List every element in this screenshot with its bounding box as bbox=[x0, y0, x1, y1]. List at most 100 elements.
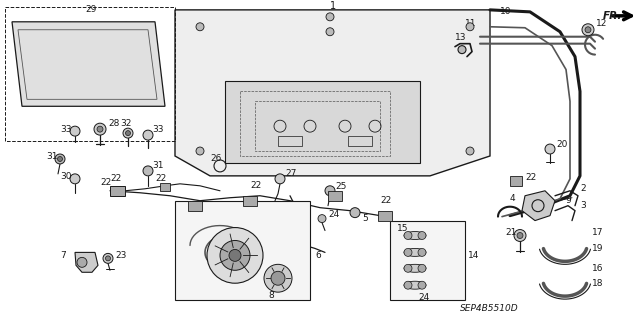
Text: 11: 11 bbox=[465, 19, 477, 28]
Circle shape bbox=[196, 23, 204, 31]
Circle shape bbox=[418, 232, 426, 240]
Circle shape bbox=[229, 249, 241, 261]
Text: 26: 26 bbox=[210, 154, 221, 163]
Text: 30: 30 bbox=[60, 172, 72, 182]
Text: 1: 1 bbox=[330, 1, 336, 11]
Circle shape bbox=[94, 123, 106, 135]
Circle shape bbox=[207, 227, 263, 283]
Polygon shape bbox=[390, 221, 465, 300]
Circle shape bbox=[97, 126, 103, 132]
Text: 27: 27 bbox=[285, 169, 296, 178]
Text: 24: 24 bbox=[418, 293, 429, 302]
Circle shape bbox=[458, 46, 466, 54]
Polygon shape bbox=[378, 211, 392, 221]
Circle shape bbox=[545, 144, 555, 154]
Text: 10: 10 bbox=[500, 7, 511, 16]
Circle shape bbox=[275, 174, 285, 184]
Text: 33: 33 bbox=[152, 125, 163, 134]
Text: 22: 22 bbox=[525, 173, 536, 182]
Polygon shape bbox=[510, 176, 522, 186]
Circle shape bbox=[404, 264, 412, 272]
Circle shape bbox=[77, 257, 87, 267]
Circle shape bbox=[514, 230, 526, 241]
Text: 5: 5 bbox=[362, 214, 368, 223]
Polygon shape bbox=[75, 252, 98, 272]
Circle shape bbox=[466, 147, 474, 155]
Text: 15: 15 bbox=[397, 224, 408, 233]
Circle shape bbox=[125, 131, 131, 136]
Circle shape bbox=[143, 130, 153, 140]
Text: 16: 16 bbox=[592, 264, 604, 273]
Circle shape bbox=[585, 27, 591, 33]
Text: 2: 2 bbox=[580, 184, 586, 193]
Circle shape bbox=[143, 166, 153, 176]
Ellipse shape bbox=[404, 249, 426, 256]
Text: 29: 29 bbox=[85, 5, 97, 14]
Circle shape bbox=[264, 264, 292, 292]
Circle shape bbox=[418, 281, 426, 289]
Polygon shape bbox=[188, 201, 202, 211]
Text: 24: 24 bbox=[328, 210, 339, 219]
Polygon shape bbox=[12, 22, 165, 106]
Text: 8: 8 bbox=[268, 291, 274, 300]
Circle shape bbox=[404, 249, 412, 256]
Circle shape bbox=[418, 249, 426, 256]
Circle shape bbox=[70, 174, 80, 184]
Polygon shape bbox=[243, 196, 257, 206]
Text: 12: 12 bbox=[596, 19, 607, 28]
Text: 13: 13 bbox=[455, 33, 467, 42]
Polygon shape bbox=[175, 10, 490, 176]
Text: 23: 23 bbox=[115, 251, 126, 260]
Circle shape bbox=[404, 281, 412, 289]
Circle shape bbox=[220, 241, 250, 270]
Circle shape bbox=[318, 215, 326, 223]
Text: 20: 20 bbox=[556, 139, 568, 149]
Circle shape bbox=[55, 154, 65, 164]
Circle shape bbox=[466, 23, 474, 31]
Circle shape bbox=[326, 13, 334, 21]
Polygon shape bbox=[110, 186, 125, 196]
Text: SEP4B5510D: SEP4B5510D bbox=[460, 304, 518, 313]
Text: 19: 19 bbox=[592, 244, 604, 253]
Text: 25: 25 bbox=[335, 182, 346, 191]
Circle shape bbox=[582, 24, 594, 36]
Ellipse shape bbox=[404, 281, 426, 289]
Circle shape bbox=[196, 147, 204, 155]
Polygon shape bbox=[160, 183, 170, 191]
Ellipse shape bbox=[404, 232, 426, 240]
Text: 14: 14 bbox=[468, 251, 479, 260]
Text: 6: 6 bbox=[315, 251, 321, 260]
Text: 22: 22 bbox=[250, 181, 261, 190]
Circle shape bbox=[517, 233, 523, 239]
Text: 22: 22 bbox=[110, 174, 121, 183]
Text: 3: 3 bbox=[580, 201, 586, 210]
Text: 31: 31 bbox=[152, 161, 163, 170]
Circle shape bbox=[326, 28, 334, 36]
Text: 18: 18 bbox=[592, 279, 604, 288]
Text: 4: 4 bbox=[510, 194, 516, 203]
Circle shape bbox=[325, 186, 335, 196]
Circle shape bbox=[418, 264, 426, 272]
Text: 28: 28 bbox=[108, 119, 120, 128]
Text: 9: 9 bbox=[565, 196, 571, 205]
Text: 17: 17 bbox=[592, 228, 604, 237]
Text: 7: 7 bbox=[60, 251, 66, 260]
Circle shape bbox=[106, 256, 111, 261]
Circle shape bbox=[350, 208, 360, 218]
Polygon shape bbox=[175, 201, 310, 300]
Ellipse shape bbox=[404, 264, 426, 272]
Text: 31: 31 bbox=[46, 152, 58, 161]
Text: 22: 22 bbox=[155, 174, 166, 183]
Text: 22: 22 bbox=[380, 196, 391, 205]
Text: 21: 21 bbox=[505, 228, 516, 237]
Polygon shape bbox=[522, 191, 555, 221]
Text: 22: 22 bbox=[100, 178, 111, 187]
Polygon shape bbox=[328, 191, 342, 201]
Circle shape bbox=[123, 128, 133, 138]
Text: 33: 33 bbox=[60, 125, 72, 134]
Text: FR.: FR. bbox=[603, 11, 622, 21]
Circle shape bbox=[70, 126, 80, 136]
Circle shape bbox=[58, 157, 63, 161]
Text: 32: 32 bbox=[120, 119, 131, 128]
Polygon shape bbox=[225, 81, 420, 163]
